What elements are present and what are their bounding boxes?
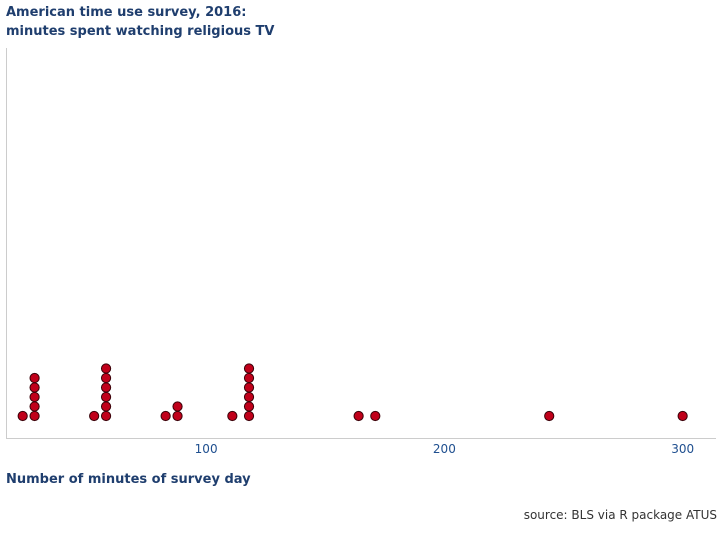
data-point (17, 410, 28, 422)
x-tick-label: 200 (433, 442, 456, 456)
data-point (89, 410, 100, 422)
data-point (243, 382, 255, 393)
data-point (100, 372, 112, 384)
data-point (100, 382, 112, 393)
data-point (243, 410, 255, 422)
source-note: source: BLS via R package ATUS (523, 508, 717, 522)
x-axis-label: Number of minutes of survey day (6, 472, 251, 487)
data-point (243, 363, 255, 374)
data-point (243, 401, 255, 412)
data-point (100, 391, 112, 403)
data-point (370, 410, 381, 422)
data-point (227, 410, 238, 422)
data-point (544, 410, 555, 422)
data-point (100, 401, 112, 412)
data-point (29, 401, 40, 412)
chart-title-line-2: minutes spent watching religious TV (6, 24, 275, 39)
data-points (17, 363, 688, 422)
data-point (172, 410, 183, 422)
data-point (29, 391, 40, 403)
x-tick-label: 100 (195, 442, 218, 456)
x-axis-ticks: 100 200 300 (195, 442, 694, 456)
data-point (172, 401, 183, 412)
data-point (353, 410, 364, 422)
data-point (677, 410, 688, 422)
data-point (29, 410, 40, 422)
x-tick-label: 300 (671, 442, 694, 456)
data-point (160, 410, 171, 422)
data-point (100, 363, 112, 374)
data-point (243, 391, 255, 403)
data-point (100, 410, 112, 422)
data-point (29, 382, 40, 393)
data-point (243, 372, 255, 384)
chart-title: American time use survey, 2016: minutes … (6, 3, 274, 41)
chart-title-line-1: American time use survey, 2016: (6, 5, 247, 20)
data-point (29, 372, 40, 384)
